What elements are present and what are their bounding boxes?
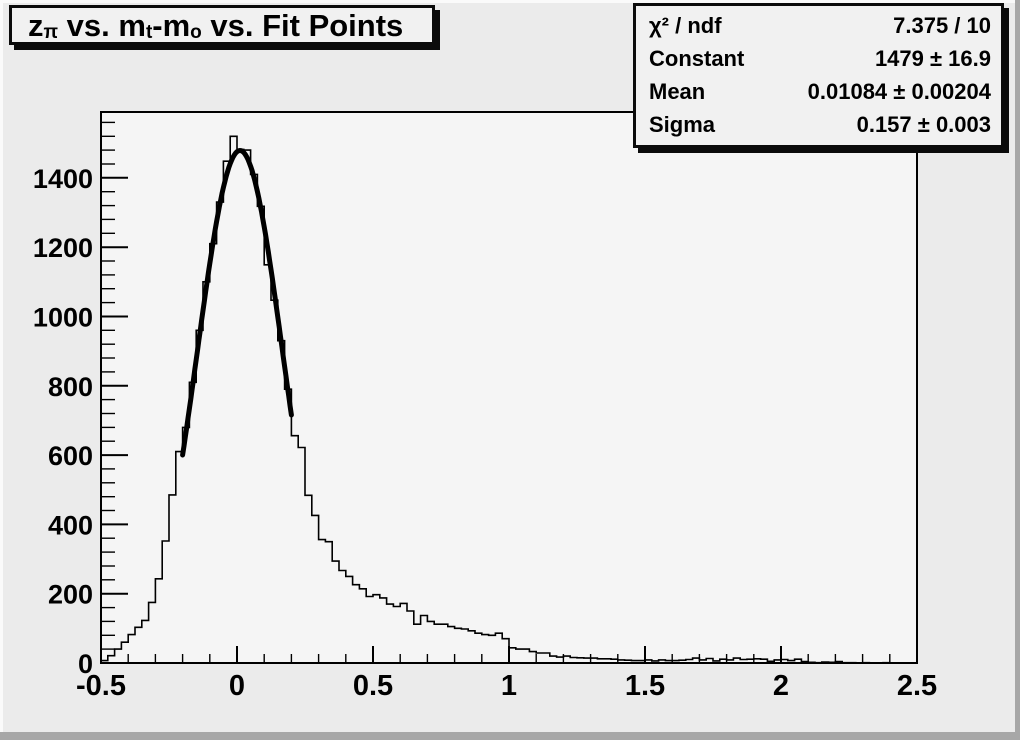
x-tick-label: 1	[501, 670, 517, 702]
gaussian-fit-curve	[180, 148, 294, 458]
fit-stats-box: χ² / ndf 7.375 / 10 Constant 1479 ± 16.9…	[633, 3, 1004, 148]
canvas-bevel-bottom	[0, 732, 1020, 740]
stats-row-sigma: Sigma 0.157 ± 0.003	[649, 112, 991, 138]
y-tick-label: 1000	[33, 303, 93, 333]
stats-value: 7.375 / 10	[893, 13, 991, 39]
title-text-part: -m	[152, 7, 191, 43]
x-tick-label: -0.5	[76, 670, 126, 702]
y-tick-label: 800	[48, 372, 93, 402]
x-tick-label: 0	[229, 670, 245, 702]
title-subscript-pi: π	[43, 21, 59, 43]
y-tick-label: 1200	[33, 233, 93, 263]
y-tick-label: 400	[48, 510, 93, 540]
stats-row-chi2: χ² / ndf 7.375 / 10	[649, 13, 991, 39]
title-subscript-t: t	[145, 21, 153, 43]
y-tick-label: 600	[48, 441, 93, 471]
canvas-bevel-right	[1015, 0, 1020, 740]
x-tick-label: 2.5	[897, 670, 937, 702]
title-text-part: vs. m	[58, 7, 146, 43]
stats-row-mean: Mean 0.01084 ± 0.00204	[649, 79, 991, 105]
y-tick-label: 0	[78, 649, 93, 679]
x-tick-label: 2	[773, 670, 789, 702]
x-tick-label: 0.5	[353, 670, 393, 702]
y-tick-label: 1400	[33, 164, 93, 194]
stats-label: Constant	[649, 46, 745, 72]
stats-value: 0.01084 ± 0.00204	[807, 78, 991, 104]
title-subscript-o: o	[190, 21, 202, 43]
canvas-bevel-left	[0, 0, 3, 740]
stats-row-constant: Constant 1479 ± 16.9	[649, 46, 991, 72]
y-tick-label: 200	[48, 580, 93, 610]
stats-value: 1479 ± 16.9	[874, 46, 991, 72]
canvas-bevel-top	[0, 0, 1020, 3]
title-text-part: vs. Fit Points	[201, 7, 404, 43]
stats-label: Mean	[649, 78, 706, 104]
plot-frame	[100, 111, 918, 664]
x-tick-label: 1.5	[625, 670, 665, 702]
stats-value: 0.157 ± 0.003	[856, 111, 991, 137]
stats-label: Sigma	[649, 111, 716, 137]
stats-label: χ² / ndf	[649, 13, 722, 39]
title-text-part: z	[28, 7, 44, 43]
